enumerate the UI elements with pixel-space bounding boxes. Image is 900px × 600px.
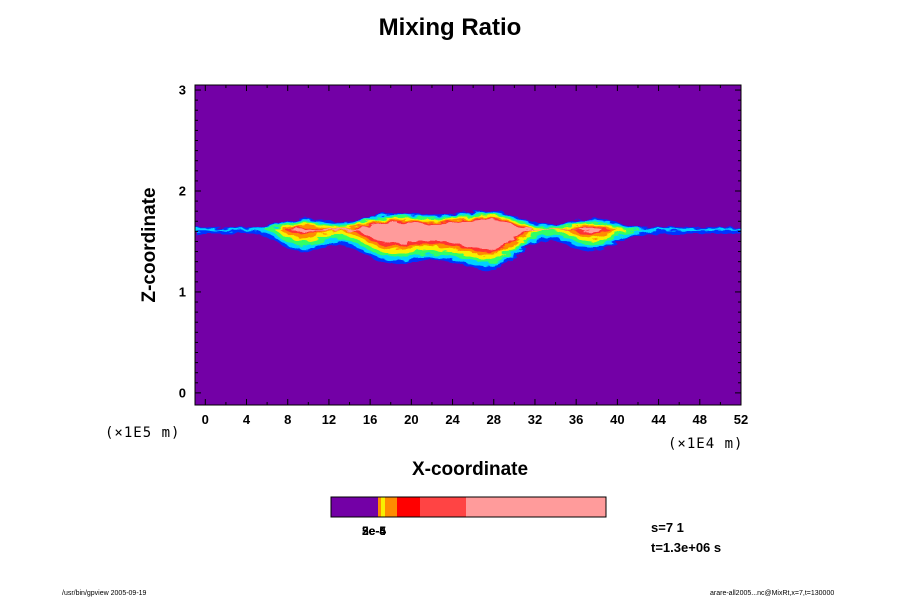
- plot-frame: [194, 84, 742, 406]
- x-tick-label: 4: [242, 412, 251, 427]
- x-tick-label: 44: [651, 412, 666, 427]
- y-unit-label: (×1E5 m): [105, 425, 181, 441]
- x-unit-label: (×1E4 m): [668, 436, 744, 452]
- colorbar-label: 5e-4: [362, 524, 387, 538]
- colorbar-segment: [381, 497, 385, 517]
- x-tick-label: 16: [362, 412, 378, 427]
- colorbar-segment: [397, 497, 420, 517]
- colorbar-frame: [330, 496, 607, 518]
- x-tick-label: 52: [733, 412, 749, 427]
- colorbar-segment: [420, 497, 466, 517]
- x-tick-label: 28: [486, 412, 501, 427]
- info-t: t=1.3e+06 s: [651, 540, 722, 555]
- y-tick-label: 1: [178, 284, 186, 300]
- x-tick-label: 12: [321, 412, 337, 427]
- x-tick-label: 20: [404, 412, 419, 427]
- colorbar-segment: [466, 497, 606, 517]
- chart-title: Mixing Ratio: [378, 14, 522, 41]
- colorbar-segment: [331, 497, 378, 517]
- x-tick-label: 24: [445, 412, 460, 427]
- footer-left: /usr/bin/gpview 2005-09-19: [62, 590, 147, 597]
- colorbar-segment: [385, 497, 397, 517]
- colorbar: [330, 496, 607, 518]
- axis-ticks: [195, 85, 742, 405]
- y-tick-label: 2: [178, 183, 186, 199]
- y-tick-label: 0: [178, 385, 186, 401]
- x-tick-label: 32: [527, 412, 543, 427]
- x-tick-label: 36: [568, 412, 584, 427]
- colorbar-label: 3e-5: [362, 524, 387, 538]
- info-s: s=7 1: [651, 520, 684, 535]
- x-tick-label: 0: [201, 412, 209, 427]
- footer-right: arare-all2005...nc@MixRt,x=7,t=130000: [710, 590, 835, 597]
- y-axis-label: Z-coordinate: [139, 187, 160, 303]
- band-pink: [290, 219, 602, 250]
- colorbar-label: 2e-5: [362, 524, 387, 538]
- x-axis-label: X-coordinate: [411, 459, 529, 480]
- mixing-ratio-layer: [195, 210, 741, 270]
- y-tick-label: 3: [178, 82, 186, 98]
- x-tick-label: 48: [692, 412, 708, 427]
- colorbar-segment: [378, 497, 381, 517]
- x-tick-label: 40: [610, 412, 625, 427]
- x-tick-label: 8: [284, 412, 292, 427]
